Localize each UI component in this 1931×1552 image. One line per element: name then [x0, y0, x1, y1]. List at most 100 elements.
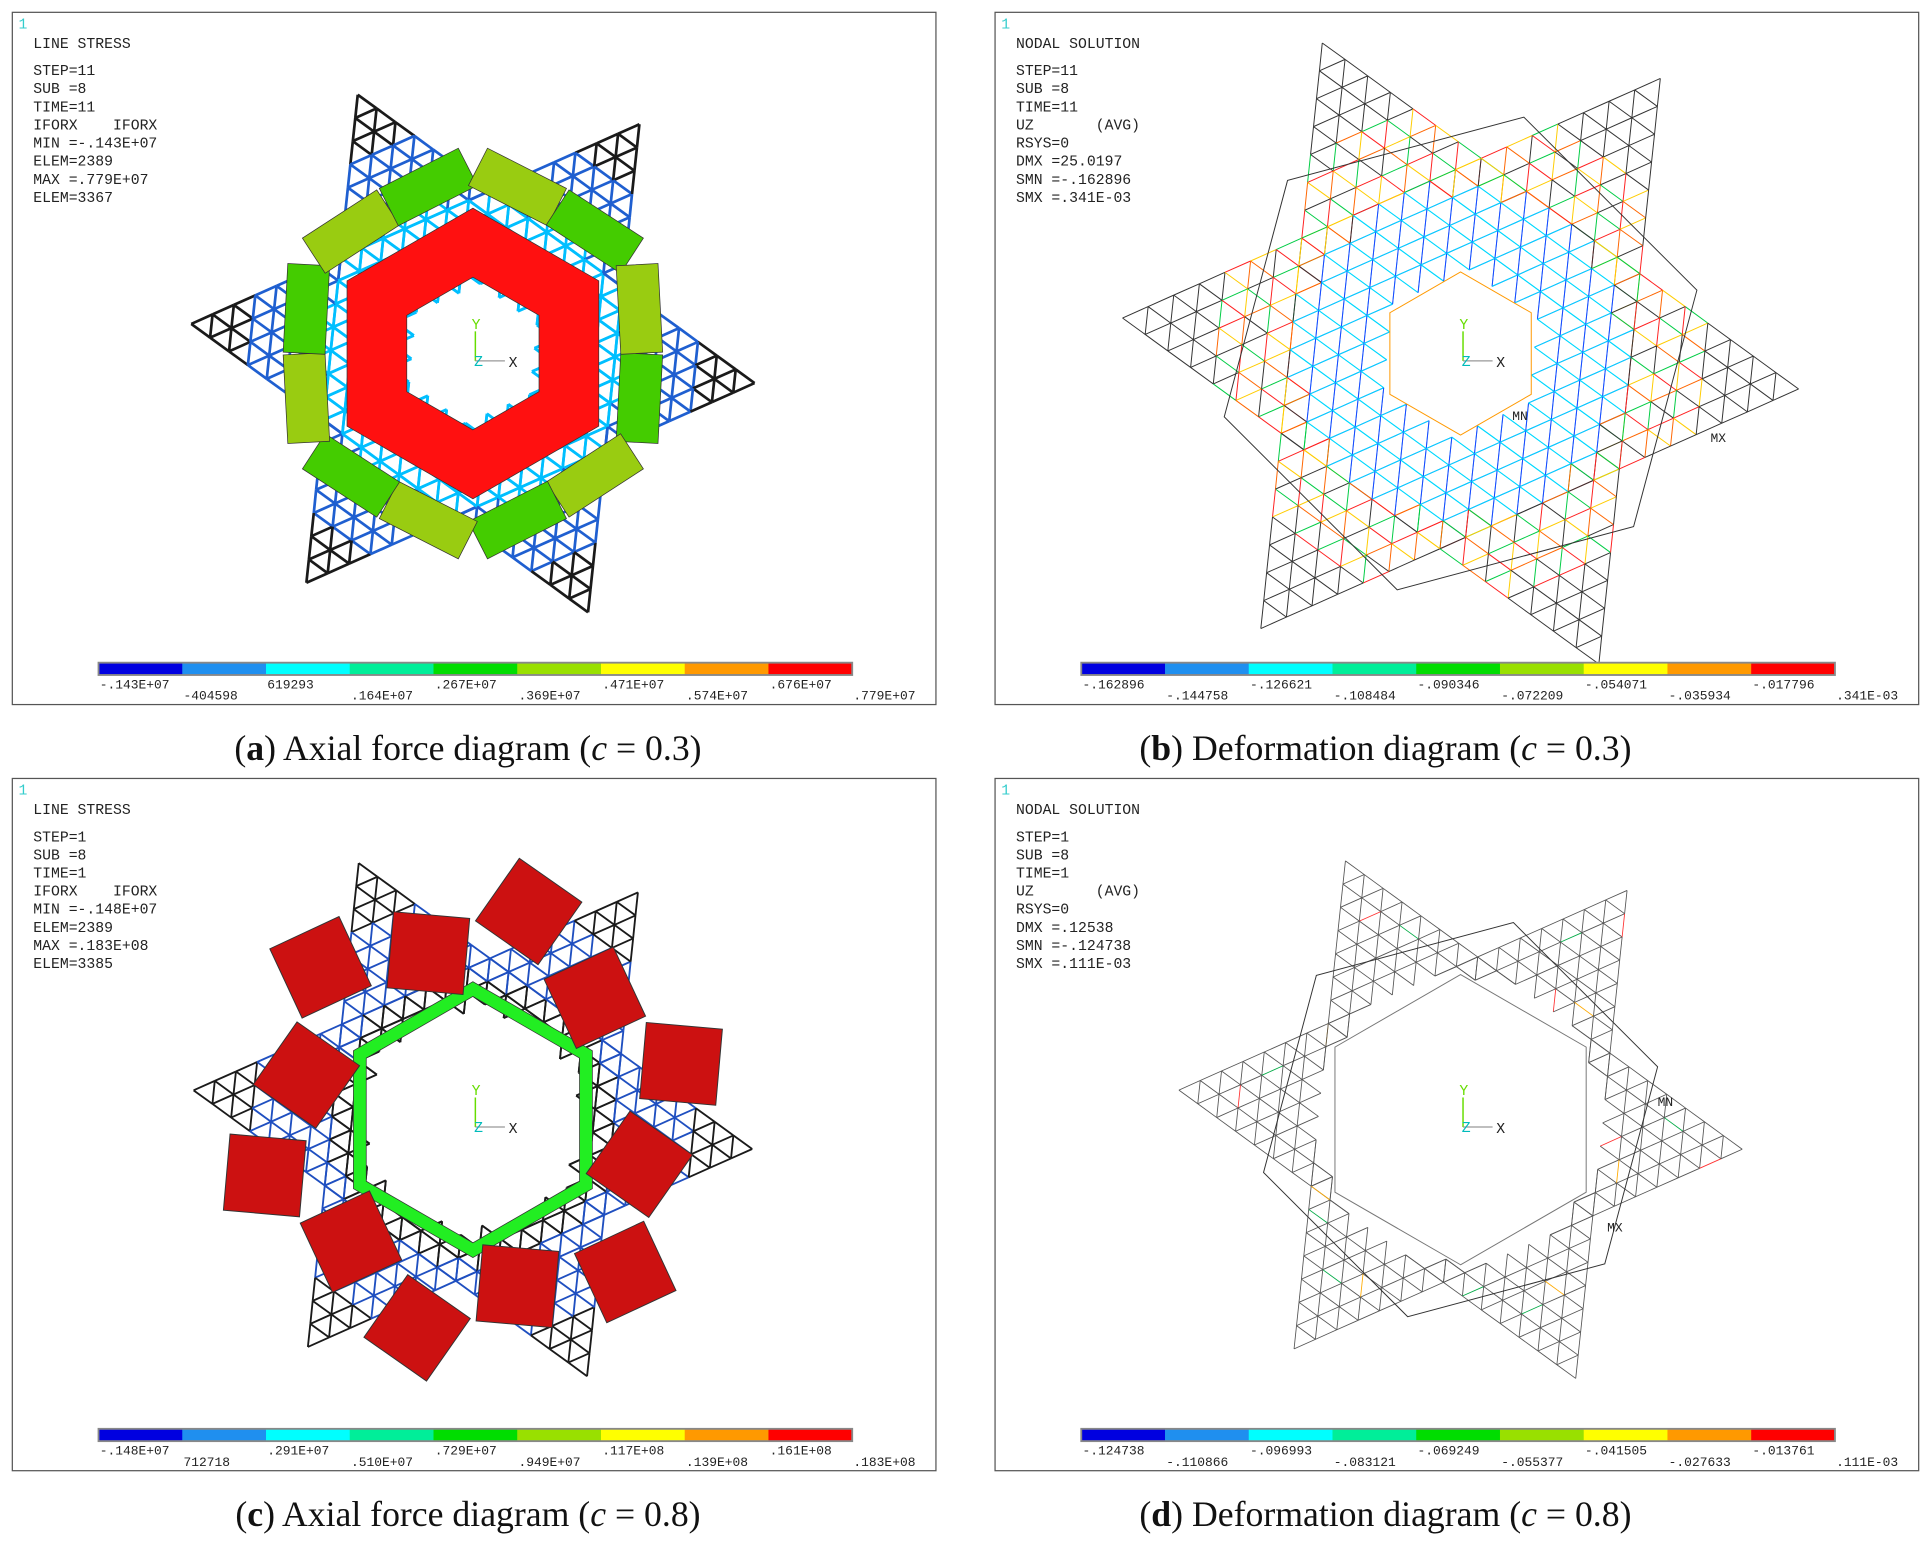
mesh-element	[1412, 108, 1436, 126]
mesh-element	[1618, 440, 1623, 469]
mesh-element	[584, 1200, 605, 1216]
mesh-element	[1369, 275, 1396, 289]
mesh-element	[539, 1220, 544, 1244]
mesh-element	[330, 1291, 335, 1315]
mesh-element	[1420, 915, 1441, 930]
axis-triad: YZ X	[472, 1084, 518, 1138]
mesh-element	[1587, 508, 1592, 537]
mesh-element	[596, 132, 619, 145]
mesh-element	[1420, 236, 1425, 265]
mesh-element	[1426, 197, 1453, 210]
mesh-element	[1286, 349, 1291, 378]
mesh-element	[1316, 98, 1340, 116]
mesh-element	[1682, 1108, 1686, 1132]
mesh-element	[1259, 1098, 1279, 1113]
mesh-element	[1499, 1323, 1520, 1338]
mesh-element	[1417, 531, 1441, 550]
mesh-element	[230, 317, 254, 330]
mesh-element	[270, 309, 276, 333]
mesh-element	[391, 122, 397, 146]
legend-label: -.041505	[1585, 1444, 1647, 1459]
mesh-element	[413, 134, 435, 151]
mesh-element	[540, 467, 564, 480]
mesh-element	[233, 1084, 256, 1096]
mesh-element	[1537, 307, 1564, 320]
header-line: SMX =.341E-03	[1016, 191, 1131, 207]
mesh-element	[603, 1191, 608, 1216]
mesh-element	[436, 1244, 441, 1268]
mesh-element	[1523, 1267, 1527, 1291]
mesh-element	[1621, 1113, 1625, 1137]
mesh-element	[1394, 487, 1399, 516]
force-block	[573, 1220, 677, 1324]
mesh-element	[370, 1295, 375, 1319]
mesh-element	[1587, 524, 1614, 537]
mesh-element	[597, 309, 621, 321]
mesh-element	[1335, 943, 1358, 955]
mesh-element	[1518, 1313, 1522, 1338]
mesh-element	[1374, 470, 1398, 489]
mesh-element	[1468, 481, 1473, 510]
caption: (d) Deformation diagram (c = 0.8)	[1139, 1494, 1631, 1534]
mesh-element	[571, 943, 592, 959]
mesh-element	[670, 396, 692, 413]
mesh-element	[1266, 572, 1290, 590]
mesh-element	[697, 340, 718, 357]
mesh-element	[1656, 1177, 1679, 1188]
mesh-element	[305, 559, 311, 583]
mesh-element	[359, 1014, 364, 1039]
mesh-element	[1664, 1107, 1686, 1118]
mesh-element	[603, 1204, 626, 1216]
mesh-element	[1445, 481, 1472, 494]
mesh-element	[341, 410, 347, 434]
mesh-element	[652, 1103, 657, 1128]
mesh-element	[1286, 605, 1313, 618]
mesh-element	[1579, 932, 1583, 957]
mesh-element	[1557, 123, 1581, 141]
legend-swatch	[1751, 1428, 1836, 1442]
mesh-element	[487, 971, 509, 983]
mesh-element	[1562, 307, 1586, 325]
mesh-element	[1285, 1042, 1305, 1057]
mesh-element	[1526, 190, 1550, 209]
mesh-element	[1724, 383, 1751, 396]
mesh-element	[1310, 142, 1337, 155]
mesh-element	[1326, 454, 1353, 467]
mesh-element	[567, 575, 574, 599]
mesh-element	[1619, 936, 1623, 961]
mesh-element	[1556, 1354, 1579, 1366]
mesh-element	[1375, 219, 1402, 233]
mesh-element	[343, 1000, 364, 1016]
mesh-element	[692, 1108, 697, 1132]
mesh-element	[1695, 406, 1700, 435]
mesh-element	[1525, 163, 1530, 192]
mesh-element	[366, 945, 372, 969]
mesh-element	[1637, 1173, 1658, 1188]
header-line: TIME=1	[1016, 866, 1069, 882]
mesh-element	[1237, 1098, 1260, 1109]
mesh-element	[1434, 952, 1438, 977]
mesh-element	[1449, 197, 1454, 226]
mesh-element	[1384, 1264, 1404, 1279]
mesh-element	[1301, 1079, 1322, 1094]
mesh-element	[1510, 569, 1535, 588]
mesh-element	[396, 1252, 419, 1264]
mesh-element	[328, 526, 334, 551]
mesh-element	[265, 355, 271, 380]
mesh-element	[1272, 505, 1299, 518]
mesh-element	[1549, 1234, 1570, 1249]
mesh-element	[1625, 145, 1630, 174]
mesh-element	[1625, 173, 1649, 191]
mesh-element	[1380, 911, 1400, 926]
mesh-element	[547, 953, 552, 977]
legend-swatch	[1583, 1428, 1668, 1442]
mesh-element	[1218, 300, 1223, 329]
mesh-element	[1541, 928, 1561, 943]
mesh-element	[1593, 1015, 1613, 1031]
mesh-element	[1621, 440, 1646, 458]
mesh-element	[1144, 334, 1169, 352]
mesh-element	[1616, 229, 1621, 258]
mesh-element	[629, 938, 635, 962]
mesh-element	[1296, 1325, 1316, 1340]
mesh-element	[1318, 42, 1323, 71]
